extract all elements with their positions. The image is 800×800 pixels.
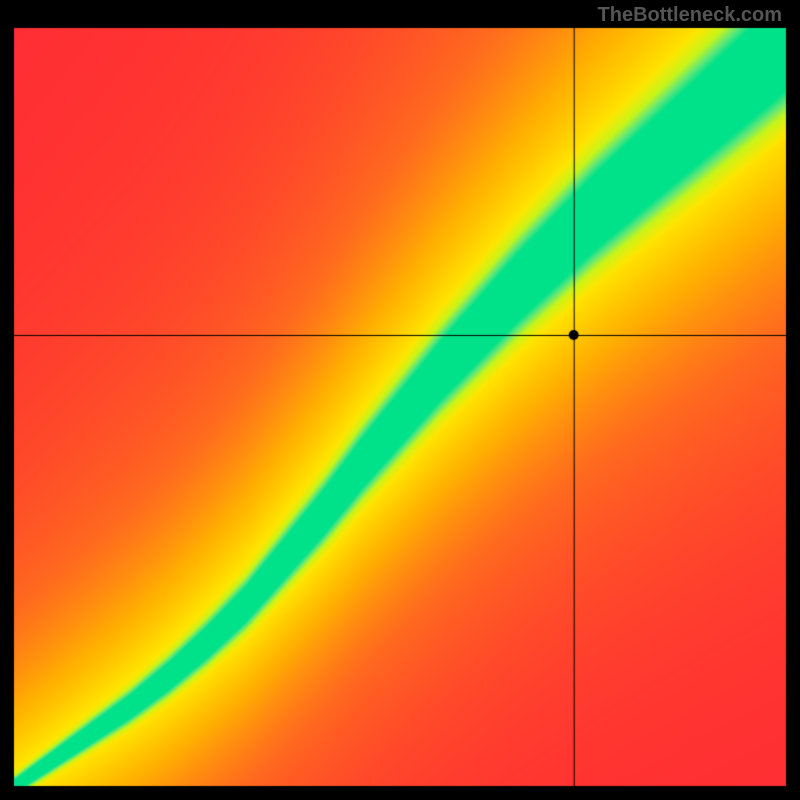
watermark-text: TheBottleneck.com	[598, 4, 782, 27]
bottleneck-heatmap	[0, 0, 800, 800]
chart-container: TheBottleneck.com	[0, 0, 800, 800]
